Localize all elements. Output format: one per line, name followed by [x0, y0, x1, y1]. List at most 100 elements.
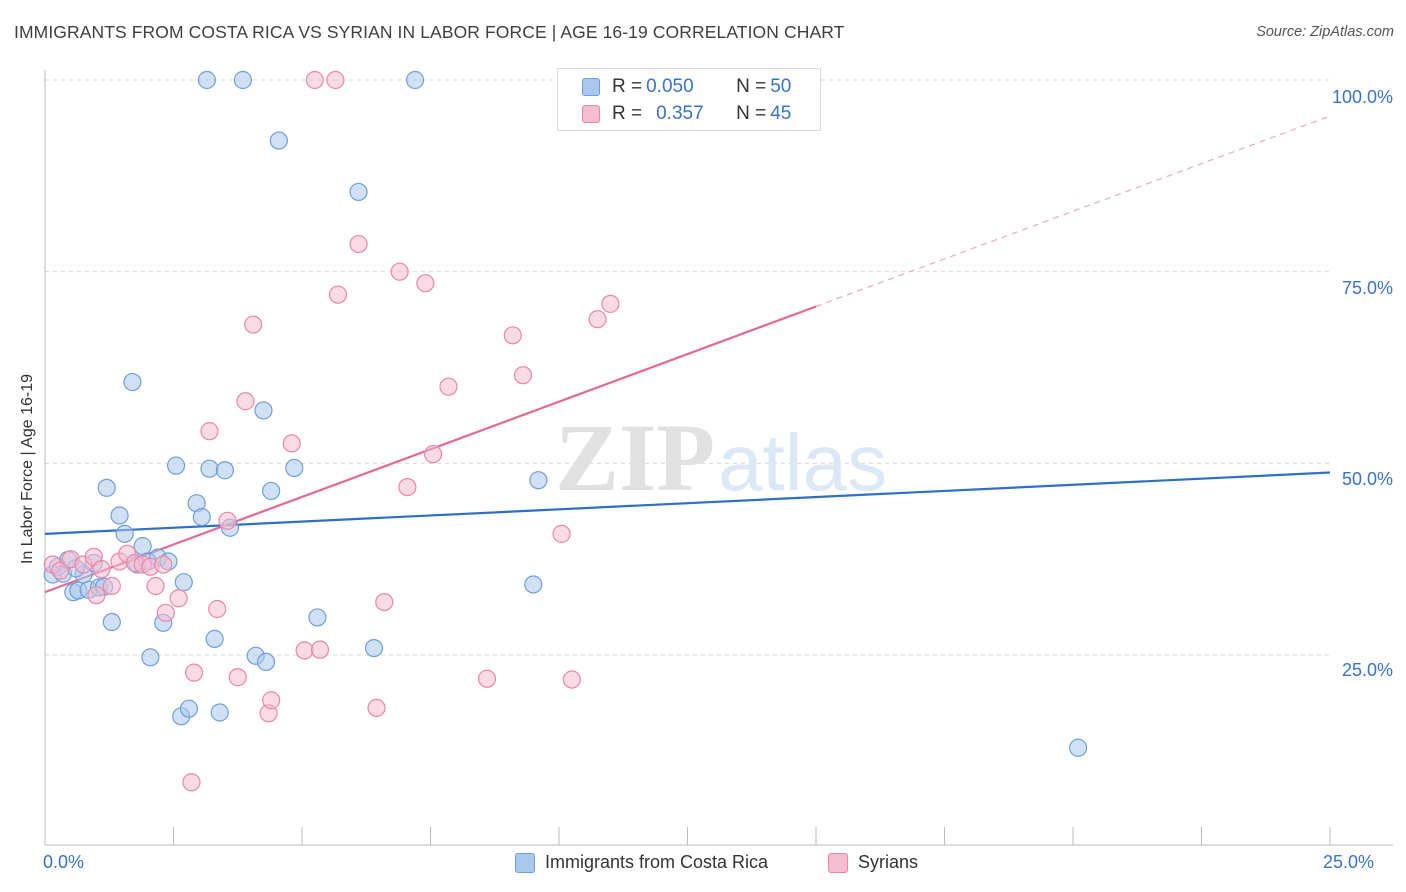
data-point [269, 131, 288, 150]
data-point [218, 511, 237, 530]
chart-title: IMMIGRANTS FROM COSTA RICA VS SYRIAN IN … [14, 22, 845, 42]
legend-r-label: R = [612, 103, 643, 124]
data-point [233, 70, 252, 90]
data-point [179, 699, 199, 718]
data-point [174, 573, 193, 592]
data-point [349, 182, 368, 202]
trend-line-dashed-1 [815, 115, 1331, 308]
data-point [588, 310, 607, 329]
data-point [197, 70, 217, 90]
legend-label-syrians: Syrians [858, 852, 919, 872]
data-point [200, 459, 219, 478]
data-point [215, 461, 234, 480]
data-point [524, 575, 543, 594]
data-point [1069, 738, 1088, 757]
y-tick-25: 25.0% [1341, 660, 1393, 680]
data-point [262, 691, 281, 710]
axes [44, 70, 1393, 846]
correlation-legend: R = 0.050 N = 50 R = 0.357 N = 45 [557, 68, 821, 131]
y-tick-50: 50.0% [1341, 469, 1393, 489]
data-point [405, 70, 425, 90]
data-point [367, 698, 386, 718]
data-point [256, 652, 276, 672]
data-point [305, 70, 324, 90]
data-point [552, 524, 571, 543]
legend-n-label: N = [736, 103, 767, 124]
data-point [529, 471, 548, 490]
legend-item-syrians[interactable]: Syrians [828, 852, 918, 873]
data-point [244, 315, 263, 334]
data-point [154, 555, 173, 574]
x-tick-max: 25.0% [1323, 852, 1375, 872]
data-point [398, 478, 417, 497]
data-point [562, 670, 581, 689]
data-point [102, 576, 121, 596]
data-point [102, 612, 121, 632]
data-point [295, 641, 314, 660]
data-point [110, 506, 129, 525]
data-point [205, 629, 224, 649]
data-point [115, 524, 134, 543]
source-label: Source: ZipAtlas.com [1256, 24, 1394, 40]
legend-swatch-pink [828, 852, 848, 873]
data-point [228, 668, 247, 687]
data-point [390, 262, 409, 281]
legend-label-costa-rica: Immigrants from Costa Rica [545, 852, 769, 872]
data-point [236, 392, 255, 411]
data-point [285, 458, 304, 478]
watermark-zip: ZIP [555, 404, 715, 511]
legend-n-value: 50 [770, 76, 792, 97]
data-point [328, 285, 348, 304]
legend-r-value: 0.357 [656, 103, 704, 124]
grid-lines [45, 79, 1330, 656]
data-point [210, 703, 229, 722]
series-legend: Immigrants from Costa Rica Syrians [0, 852, 1406, 878]
data-point [349, 234, 368, 254]
watermark-atlas: atlas [718, 418, 887, 507]
data-point [326, 70, 345, 90]
data-point [416, 274, 435, 293]
legend-r-value: 0.050 [646, 76, 694, 97]
y-axis-label: In Labor Force | Age 16-19 [19, 373, 36, 565]
data-point [141, 648, 160, 667]
data-point [133, 537, 152, 556]
legend-item-costa-rica[interactable]: Immigrants from Costa Rica [515, 852, 768, 873]
data-point [156, 603, 175, 622]
legend-swatch-pink [582, 105, 600, 123]
data-point [439, 377, 458, 396]
legend-swatch-blue [582, 78, 600, 96]
data-point [200, 422, 219, 441]
data-point [375, 592, 394, 612]
data-point [166, 456, 186, 475]
data-point [503, 326, 522, 345]
data-point [208, 599, 227, 619]
legend-swatch-blue [515, 852, 535, 873]
data-point [123, 372, 142, 392]
legend-n-value: 45 [770, 103, 792, 124]
data-point [87, 586, 106, 605]
watermark: ZIP atlas [555, 404, 887, 511]
legend-row-costa-rica: R = 0.050 N = 50 [582, 74, 791, 100]
legend-n-label: N = [736, 76, 767, 97]
series-syrians-points [43, 70, 620, 792]
y-tick-75: 75.0% [1341, 278, 1393, 298]
data-point [51, 561, 70, 580]
trend-lines [44, 115, 1331, 594]
data-point [423, 445, 443, 464]
data-point [182, 773, 201, 792]
x-tick-min: 0.0% [43, 852, 85, 872]
y-tick-100: 100.0% [1331, 87, 1393, 107]
data-point [601, 294, 620, 313]
data-point [146, 576, 165, 596]
data-point [184, 663, 204, 682]
data-point [308, 608, 327, 627]
data-point [310, 640, 330, 659]
data-point [192, 507, 211, 527]
trend-line-0 [44, 471, 1331, 535]
data-point [364, 638, 384, 658]
data-point [97, 478, 116, 497]
data-point [262, 481, 281, 501]
data-point [254, 401, 273, 420]
legend-r-label: R = [612, 76, 643, 97]
data-point [92, 560, 111, 579]
